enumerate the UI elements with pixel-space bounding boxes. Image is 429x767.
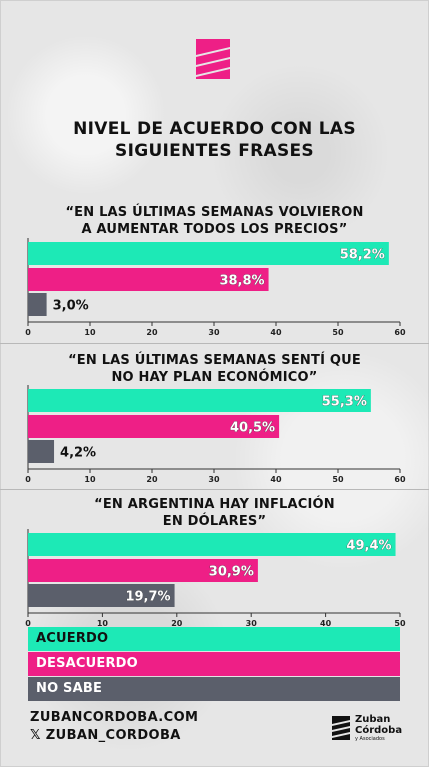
brand-logo-icon [196, 39, 230, 79]
x-tick-label: 30 [208, 475, 220, 484]
brand-line-2: Córdoba [355, 725, 403, 736]
legend-item-desacuerdo: DESACUERDO [28, 652, 400, 676]
brand-wordmark: Zuban Córdoba y Asociados [355, 714, 402, 742]
x-tick-label: 60 [394, 328, 406, 337]
section-divider [0, 343, 429, 344]
bar-no-sabe [28, 440, 55, 463]
website-link[interactable]: ZUBANCORDOBA.COM [30, 710, 199, 725]
bar-acuerdo [28, 533, 396, 556]
bar-value-label: 19,7% [125, 590, 170, 605]
bar-value-label: 30,9% [209, 565, 254, 580]
page-title-line-2: SIGUIENTES FRASES [115, 141, 314, 161]
bar-value-label: 40,5% [230, 421, 275, 436]
bar-acuerdo [28, 389, 371, 412]
x-tick-label: 0 [25, 328, 31, 337]
page-title-line-1: NIVEL DE ACUERDO CON LAS [73, 119, 356, 139]
bar-no-sabe [28, 293, 47, 316]
bar-value-label: 4,2% [60, 446, 96, 461]
question-1-chart: 0 10 20 30 40 50 60 58,2% 38,8% 3,0% [25, 238, 406, 337]
x-tick-label: 60 [394, 475, 406, 484]
social-handle-link[interactable]: 𝕏 ZUBAN_CORDOBA [30, 728, 181, 743]
x-tick-label: 30 [246, 619, 258, 628]
x-tick-label: 40 [270, 328, 282, 337]
x-tick-label: 30 [208, 328, 220, 337]
bar-desacuerdo [28, 268, 269, 291]
legend-item-acuerdo: ACUERDO [28, 627, 400, 651]
x-tick-label: 50 [394, 619, 406, 628]
page-title: NIVEL DE ACUERDO CON LAS SIGUIENTES FRAS… [0, 118, 429, 162]
x-tick-label: 50 [332, 328, 344, 337]
bar-value-label: 49,4% [346, 539, 391, 554]
x-tick-label: 10 [84, 475, 96, 484]
bar-desacuerdo [28, 559, 258, 582]
x-tick-label: 40 [320, 619, 332, 628]
x-tick-label: 10 [84, 328, 96, 337]
bar-acuerdo [28, 242, 389, 265]
bar-value-label: 55,3% [322, 395, 367, 410]
brand-mark-icon [332, 716, 350, 740]
x-tick-label: 0 [25, 619, 31, 628]
bar-no-sabe [28, 584, 175, 607]
question-2-chart: 0 10 20 30 40 50 60 55,3% 40,5% 4,2% [25, 385, 406, 484]
legend-item-no-sabe: NO SABE [28, 677, 400, 701]
x-tick-label: 40 [270, 475, 282, 484]
question-1-title-line-1: “EN LAS ÚLTIMAS SEMANAS VOLVIERON [65, 205, 364, 220]
question-3-title-line-1: “EN ARGENTINA HAY INFLACIÓN [94, 497, 335, 512]
x-tick-label: 0 [25, 475, 31, 484]
section-divider [0, 489, 429, 490]
question-2-title-line-1: “EN LAS ÚLTIMAS SEMANAS SENTÍ QUE [68, 353, 361, 368]
x-tick-label: 20 [146, 328, 158, 337]
question-2-title-line-2: NO HAY PLAN ECONÓMICO” [111, 370, 318, 385]
brand-line-1: Zuban [355, 714, 391, 725]
bar-value-label: 58,2% [340, 248, 385, 263]
x-tick-label: 50 [332, 475, 344, 484]
bar-value-label: 3,0% [53, 299, 89, 314]
x-tick-label: 10 [97, 619, 109, 628]
bar-desacuerdo [28, 415, 280, 438]
question-1-title: “EN LAS ÚLTIMAS SEMANAS VOLVIERON A AUME… [0, 204, 429, 238]
question-3-title: “EN ARGENTINA HAY INFLACIÓN EN DÓLARES” [0, 496, 429, 530]
x-tick-label: 20 [146, 475, 158, 484]
question-1-title-line-2: A AUMENTAR TODOS LOS PRECIOS” [81, 222, 348, 237]
bar-value-label: 38,8% [219, 274, 264, 289]
question-3-chart: 0 10 20 30 40 50 49,4% 30,9% 19,7% [25, 529, 406, 628]
question-3-title-line-2: EN DÓLARES” [162, 514, 267, 529]
brand-line-3: y Asociados [355, 736, 385, 742]
question-2-title: “EN LAS ÚLTIMAS SEMANAS SENTÍ QUE NO HAY… [0, 352, 429, 386]
x-tick-label: 20 [171, 619, 183, 628]
